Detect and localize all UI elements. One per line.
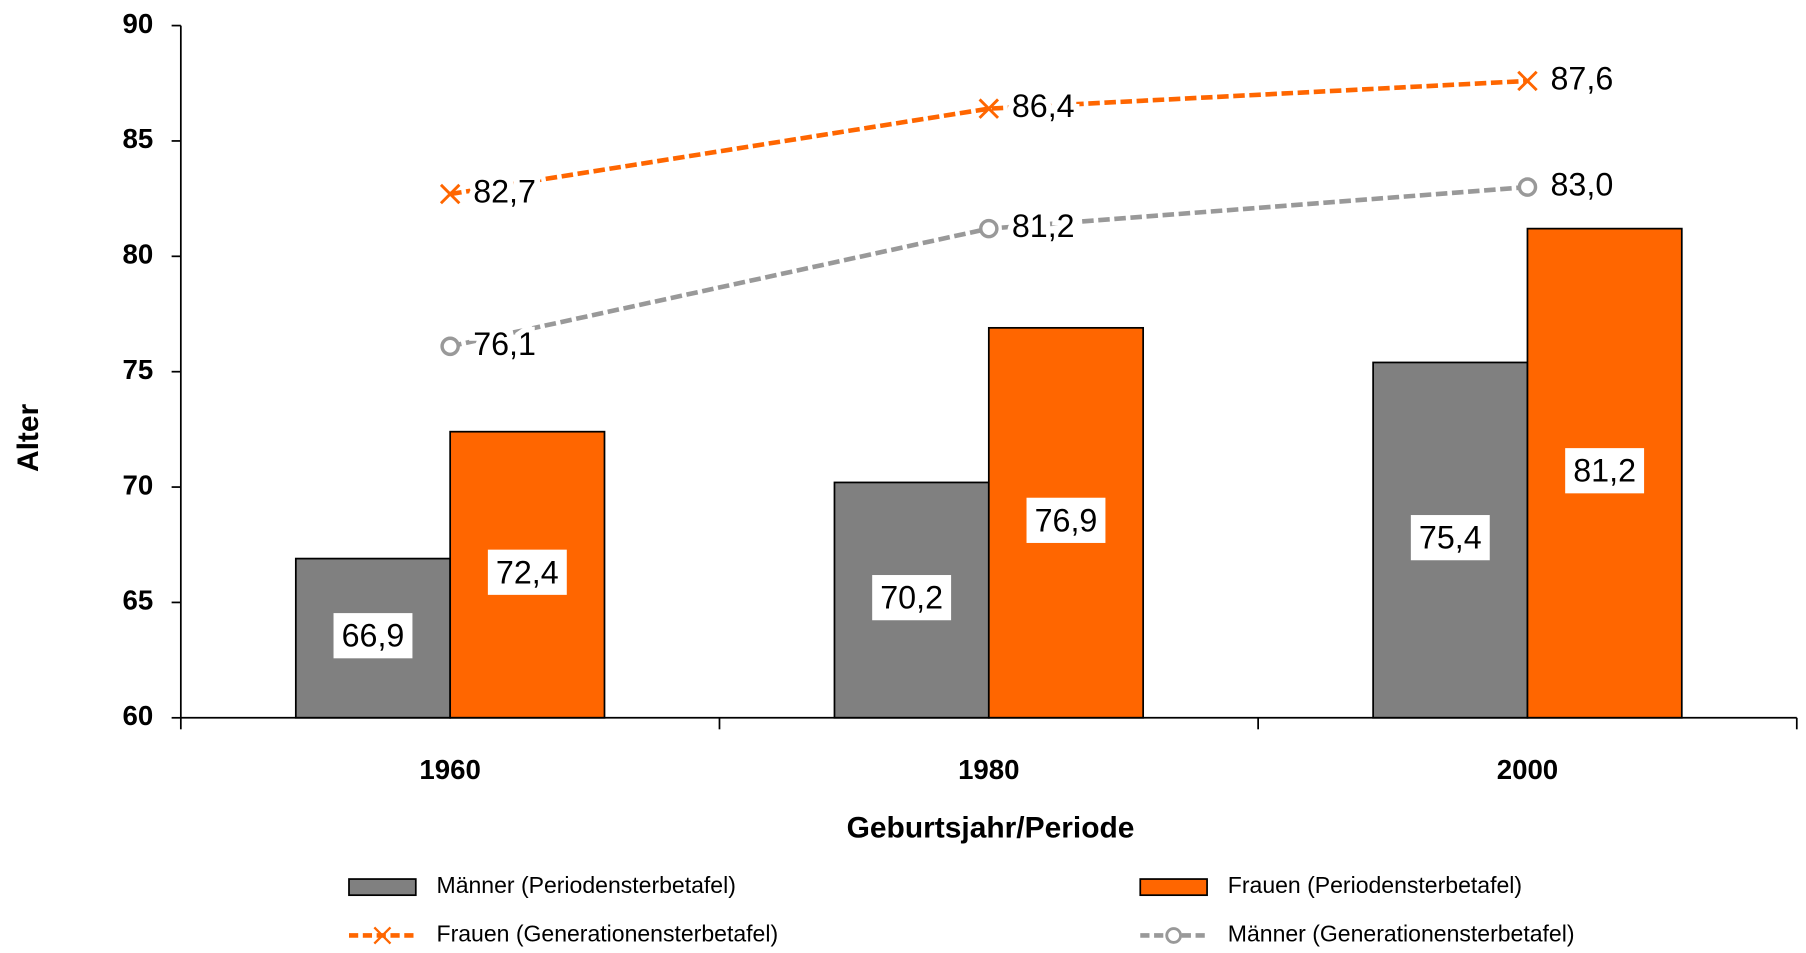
data-label-box	[872, 575, 952, 621]
line	[449, 184, 1528, 349]
data-label-box	[333, 613, 413, 659]
y-tick-label: 70	[122, 469, 153, 500]
data-label: 81,2	[1573, 453, 1636, 489]
data-label-box	[1026, 497, 1106, 543]
data-label-box	[1565, 448, 1645, 494]
legend-marker	[1165, 927, 1183, 944]
y-tick-label: 60	[122, 700, 153, 731]
y-tick-label: 75	[122, 354, 153, 385]
data-label: 86,4	[1012, 88, 1075, 124]
marker	[1517, 177, 1538, 197]
y-axis-title: Alter	[12, 403, 45, 472]
legend-label: Männer (Periodensterbetafel)	[437, 872, 736, 898]
data-label: 81,2	[1012, 208, 1075, 244]
marker	[440, 336, 460, 357]
data-label: 82,7	[473, 174, 536, 210]
legend-swatch	[1139, 878, 1208, 897]
legend-item: Männer (Periodensterbetafel)	[348, 872, 736, 898]
y-tick-label: 80	[122, 239, 153, 270]
legend-item: Frauen (Generationensterbetafel)	[348, 921, 779, 947]
x-axis-title: Geburtsjahr/Periode	[847, 811, 1135, 844]
legend-item: Männer (Generationensterbetafel)	[1140, 921, 1575, 947]
marker	[439, 183, 461, 205]
data-label: 75,4	[1419, 520, 1482, 556]
x-tick-label: 1980	[958, 754, 1019, 785]
data-label: 83,0	[1550, 167, 1613, 203]
data-label-box	[487, 549, 567, 595]
line	[449, 78, 1528, 197]
data-label: 72,4	[496, 554, 559, 590]
x-tick-label: 2000	[1497, 754, 1558, 785]
legend-label: Frauen (Generationensterbetafel)	[437, 921, 779, 947]
y-tick-label: 85	[122, 123, 153, 154]
data-label: 76,9	[1035, 502, 1098, 538]
legend-swatch	[348, 878, 417, 897]
data-label: 70,2	[880, 580, 943, 616]
legend-label: Frauen (Periodensterbetafel)	[1228, 872, 1522, 898]
x-tick-label: 1960	[419, 754, 480, 785]
marker	[978, 98, 1000, 119]
data-label: 76,1	[473, 326, 536, 362]
y-tick-label: 90	[122, 8, 153, 39]
marker	[979, 218, 999, 239]
data-label: 66,9	[342, 618, 405, 654]
marker	[1517, 70, 1538, 92]
legend-label: Männer (Generationensterbetafel)	[1228, 921, 1575, 947]
data-label: 87,6	[1550, 60, 1613, 96]
y-tick-label: 65	[122, 585, 153, 616]
legend-item: Frauen (Periodensterbetafel)	[1139, 872, 1522, 898]
data-label-box	[1410, 515, 1490, 561]
legend-marker	[373, 926, 392, 945]
